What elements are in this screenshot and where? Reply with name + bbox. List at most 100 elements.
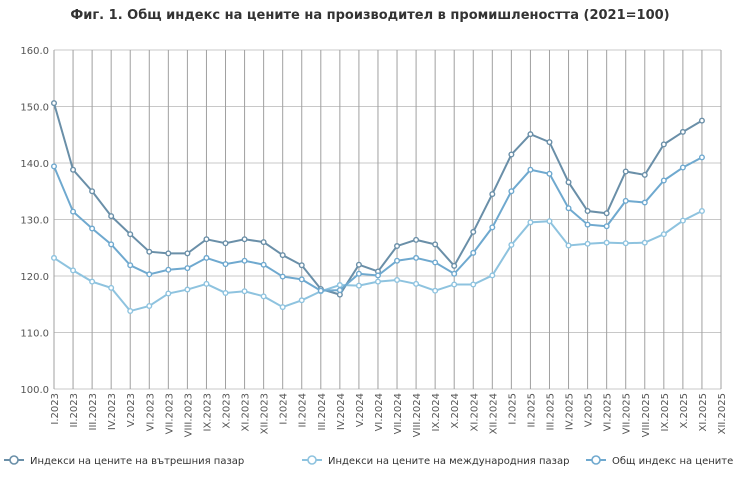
data-point (622, 197, 629, 204)
data-point (146, 248, 153, 255)
data-point (260, 293, 267, 300)
x-tick-label: VI.2024 (374, 393, 385, 431)
x-tick-label: IX.2025 (660, 393, 671, 431)
data-point (298, 262, 305, 269)
data-point (394, 243, 401, 250)
data-point (413, 254, 420, 261)
series-group (51, 154, 705, 294)
series-group (51, 208, 705, 315)
x-tick-label: VIII.2025 (641, 393, 652, 437)
data-point (584, 221, 591, 228)
data-point (203, 280, 210, 287)
x-tick-label: V.2024 (355, 393, 366, 427)
y-tick-label: 140.0 (20, 159, 49, 170)
data-point (241, 257, 248, 264)
x-tick-label: IV.2024 (336, 393, 347, 430)
data-point (565, 242, 572, 249)
data-point (527, 166, 534, 173)
data-point (679, 217, 686, 224)
data-point (470, 249, 477, 256)
y-tick-label: 110.0 (20, 329, 49, 340)
data-point (374, 278, 381, 285)
data-point (527, 131, 534, 138)
data-point (698, 208, 705, 215)
legend-marker (591, 455, 601, 465)
data-point (146, 271, 153, 278)
x-tick-label: IV.2023 (107, 393, 118, 430)
data-point (51, 163, 58, 170)
x-tick-label: II.2023 (69, 393, 80, 428)
data-point (698, 117, 705, 124)
data-point (413, 280, 420, 287)
data-point (508, 151, 515, 158)
x-tick-label: VIII.2024 (412, 393, 423, 437)
data-point (165, 250, 172, 257)
data-point (222, 289, 229, 296)
data-point (108, 284, 115, 291)
data-point (336, 282, 343, 289)
y-tick-label: 100.0 (20, 385, 49, 396)
legend-marker (307, 455, 317, 465)
y-tick-label: 150.0 (20, 103, 49, 114)
x-tick-label: I.2023 (50, 393, 61, 425)
x-tick-label: I.2024 (279, 393, 290, 425)
data-point (546, 170, 553, 177)
data-point (165, 290, 172, 297)
series-group (51, 100, 705, 298)
x-tick-label: IX.2023 (202, 393, 213, 431)
data-point (89, 278, 96, 285)
data-point (489, 272, 496, 279)
data-point (222, 240, 229, 247)
x-tick-label: VII.2023 (164, 393, 175, 434)
x-tick-label: VI.2023 (145, 393, 156, 431)
data-point (508, 188, 515, 195)
data-point (489, 224, 496, 231)
data-point (679, 164, 686, 171)
data-point (108, 241, 115, 248)
x-tick-label: III.2023 (88, 393, 99, 430)
x-tick-label: XII.2024 (488, 393, 499, 434)
data-point (241, 236, 248, 243)
y-tick-label: 160.0 (20, 46, 49, 57)
data-point (355, 270, 362, 277)
data-point (203, 236, 210, 243)
x-tick-label: V.2023 (126, 393, 137, 427)
legend-marker (9, 455, 19, 465)
data-point (279, 273, 286, 280)
data-point (584, 208, 591, 215)
data-point (355, 261, 362, 268)
data-point (260, 239, 267, 246)
x-tick-label: VI.2025 (603, 393, 614, 431)
legend-label: Общ индекс на цените (612, 456, 733, 467)
data-point (584, 240, 591, 247)
x-tick-label: XI.2024 (469, 393, 480, 431)
data-point (203, 254, 210, 261)
data-point (374, 272, 381, 279)
data-point (546, 139, 553, 146)
x-tick-label: VII.2025 (622, 393, 633, 434)
x-tick-label: III.2025 (545, 393, 556, 430)
legend-label: Индекси на цените на международния пазар (328, 456, 569, 467)
x-tick-label: V.2025 (584, 393, 595, 427)
data-point (184, 286, 191, 293)
x-tick-label: IV.2025 (565, 393, 576, 430)
legend: Индекси на цените на вътрешния пазар Инде… (4, 455, 733, 467)
data-point (565, 179, 572, 186)
data-point (260, 261, 267, 268)
data-point (508, 241, 515, 248)
data-point (622, 168, 629, 175)
x-tick-label: VII.2024 (393, 393, 404, 434)
data-point (298, 276, 305, 283)
legend-label: Индекси на цените на вътрешния пазар (30, 456, 244, 467)
data-point (432, 259, 439, 266)
data-point (641, 199, 648, 206)
data-point (222, 261, 229, 268)
data-point (622, 240, 629, 247)
data-point (489, 191, 496, 198)
data-point (317, 287, 324, 294)
data-point (603, 223, 610, 230)
data-point (165, 266, 172, 273)
y-tick-label: 120.0 (20, 272, 49, 283)
data-point (70, 208, 77, 215)
